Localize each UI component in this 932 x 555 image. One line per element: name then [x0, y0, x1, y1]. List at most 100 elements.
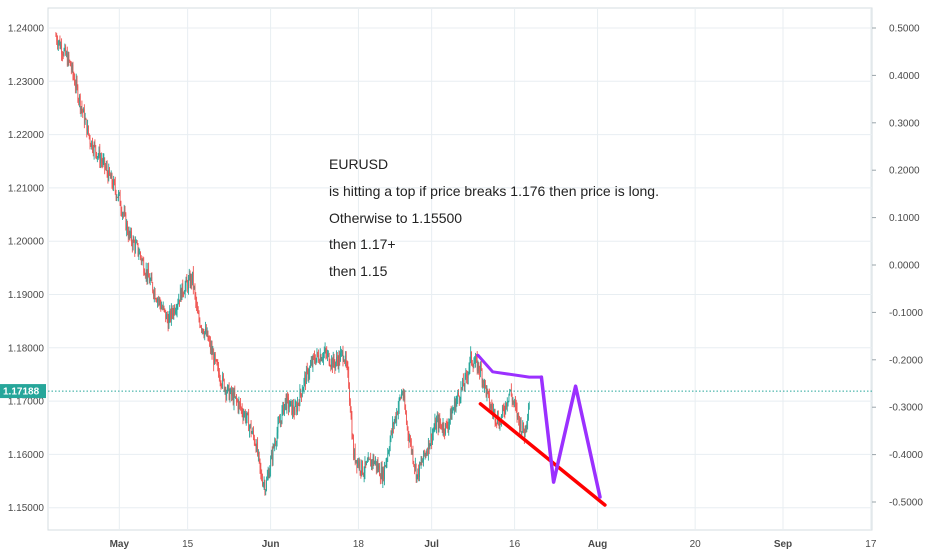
candle-body	[87, 125, 88, 134]
candle-body	[62, 54, 63, 55]
candle-body	[188, 275, 190, 280]
candle-body	[451, 411, 453, 420]
candle-body	[304, 375, 306, 380]
candle-body	[55, 35, 57, 37]
x-tick: Sep	[774, 539, 792, 550]
candle-body	[302, 388, 304, 392]
candle-body	[207, 331, 209, 341]
x-tick: May	[110, 539, 130, 550]
candle-body	[136, 242, 138, 244]
candle-body	[285, 398, 287, 409]
candle-body	[435, 420, 437, 430]
candle-body	[311, 361, 313, 366]
candle-body	[118, 193, 119, 198]
candle-body	[318, 355, 319, 362]
candle-body	[358, 461, 360, 467]
candle-body	[188, 279, 189, 290]
candle-body	[206, 328, 207, 336]
candle-body	[472, 362, 473, 366]
candle-body	[473, 363, 475, 368]
candle-body	[242, 413, 244, 418]
candle-body	[449, 419, 450, 424]
candle-body	[307, 369, 309, 378]
candle-body	[482, 380, 484, 383]
candle-body	[101, 161, 103, 164]
candle-body	[354, 449, 356, 463]
candle-body	[385, 461, 387, 467]
candle-body	[197, 305, 198, 314]
candle-body	[436, 419, 437, 430]
candle-body	[174, 307, 175, 314]
candle-body	[120, 205, 122, 211]
candle-body	[240, 403, 241, 408]
y-tick-right: -0.2000	[889, 355, 923, 366]
candle-body	[236, 399, 238, 402]
user-drawings	[476, 353, 607, 507]
candle-body	[127, 223, 128, 233]
candle-body	[237, 401, 239, 410]
candle-body	[249, 424, 251, 427]
candle-body	[342, 351, 344, 362]
candle-body	[381, 467, 383, 482]
candle-body	[505, 402, 506, 413]
price-tag-background	[0, 384, 46, 399]
candle-body	[412, 450, 414, 462]
candle-body	[499, 420, 501, 429]
candle-body	[289, 406, 290, 409]
candle-body	[228, 385, 230, 400]
candle-body	[475, 357, 476, 363]
candle-body	[91, 141, 92, 147]
candle-body	[178, 299, 179, 304]
candle-body	[205, 328, 206, 332]
candle-body	[77, 86, 79, 101]
candle-body	[150, 277, 152, 281]
candle-body	[106, 166, 107, 168]
plot-frame	[47, 7, 873, 531]
candle-body	[232, 392, 233, 396]
candle-body	[175, 310, 177, 312]
candle-body	[153, 290, 155, 296]
candle-body	[291, 400, 293, 415]
candle-body	[463, 386, 465, 387]
candle-body	[489, 406, 491, 409]
candle-body	[459, 399, 461, 401]
candle-body	[400, 397, 402, 399]
candle-body	[231, 388, 232, 396]
candle-body	[164, 308, 166, 311]
red-trendline	[478, 402, 607, 507]
candle-body	[345, 355, 347, 365]
candle-body	[295, 405, 297, 407]
candle-body	[481, 370, 483, 383]
y-tick-right: -0.4000	[889, 450, 923, 461]
grid-lines	[47, 7, 873, 531]
candle-body	[176, 305, 178, 311]
candle-body	[94, 143, 96, 146]
candle-body	[524, 425, 526, 438]
candle-body	[88, 125, 89, 134]
candle-body	[148, 268, 149, 278]
candle-body	[191, 275, 193, 284]
candle-body	[483, 380, 484, 387]
candle-body	[65, 46, 66, 55]
candle-body	[58, 42, 59, 46]
candle-body	[495, 421, 497, 423]
candle-body	[229, 392, 231, 400]
candle-body	[519, 419, 520, 430]
y-tick-right: 0.3000	[889, 118, 920, 129]
candle-body	[427, 451, 428, 455]
candle-body	[389, 449, 390, 452]
candle-body	[373, 456, 375, 464]
candle-body	[458, 393, 459, 397]
candle-body	[442, 423, 444, 431]
candle-body	[129, 231, 131, 236]
candle-body	[60, 44, 62, 49]
candle-body	[206, 331, 208, 336]
candle-body	[465, 374, 467, 376]
candle-body	[197, 313, 199, 314]
candle-body	[201, 328, 203, 330]
candle-body	[419, 462, 420, 477]
candle-body	[363, 473, 364, 476]
candle-body	[476, 357, 477, 359]
